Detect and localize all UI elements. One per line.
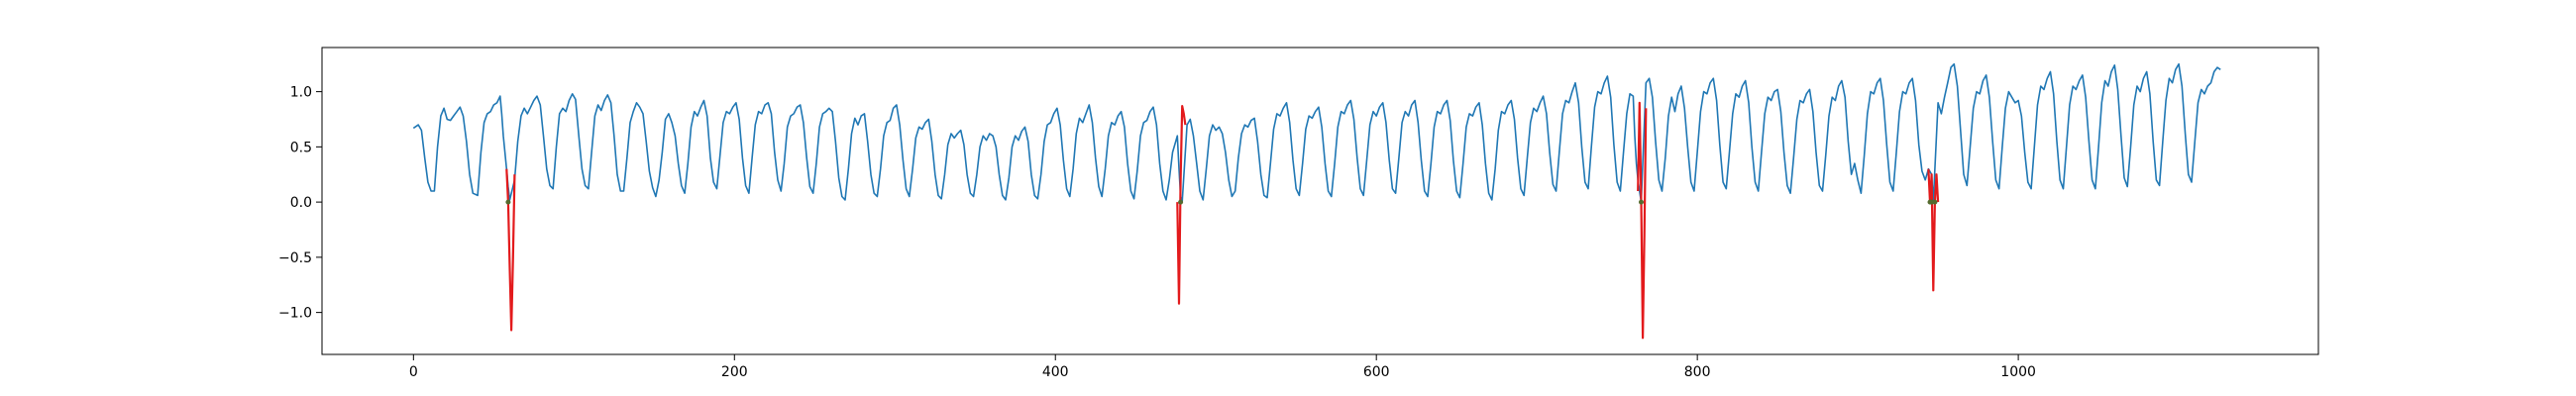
x-tick-label: 1000	[2000, 364, 2036, 380]
anomaly-segment-2	[1176, 104, 1187, 305]
x-tick-label: 600	[1363, 364, 1390, 380]
x-tick-label: 400	[1042, 364, 1069, 380]
plot-frame	[321, 47, 2319, 355]
plot-background	[322, 48, 2318, 354]
y-tick-label: −0.5	[278, 250, 312, 266]
anomaly-segment-3	[1637, 101, 1648, 340]
y-tick-label: 0.0	[290, 195, 312, 211]
y-tick-label: 1.0	[290, 85, 312, 101]
anomaly-segment-1	[505, 168, 516, 332]
x-tick-label: 800	[1684, 364, 1711, 380]
anomaly-marker-2	[1178, 199, 1184, 205]
y-tick-label: 0.5	[290, 140, 312, 155]
marker-layer	[505, 199, 1938, 205]
x-axis: 0 200 400 600 800 1000	[409, 354, 2036, 380]
series-line-main	[412, 62, 2221, 203]
series-layer	[412, 62, 2221, 340]
x-tick-label: 200	[721, 364, 748, 380]
anomaly-marker-3	[1639, 199, 1644, 205]
x-tick-label: 0	[409, 364, 418, 380]
y-tick-label: −1.0	[278, 306, 312, 322]
y-axis: −1.0 −0.5 0.0 0.5 1.0	[278, 85, 322, 322]
anomaly-marker-6	[1932, 199, 1938, 205]
anomaly-marker-1	[505, 199, 511, 205]
